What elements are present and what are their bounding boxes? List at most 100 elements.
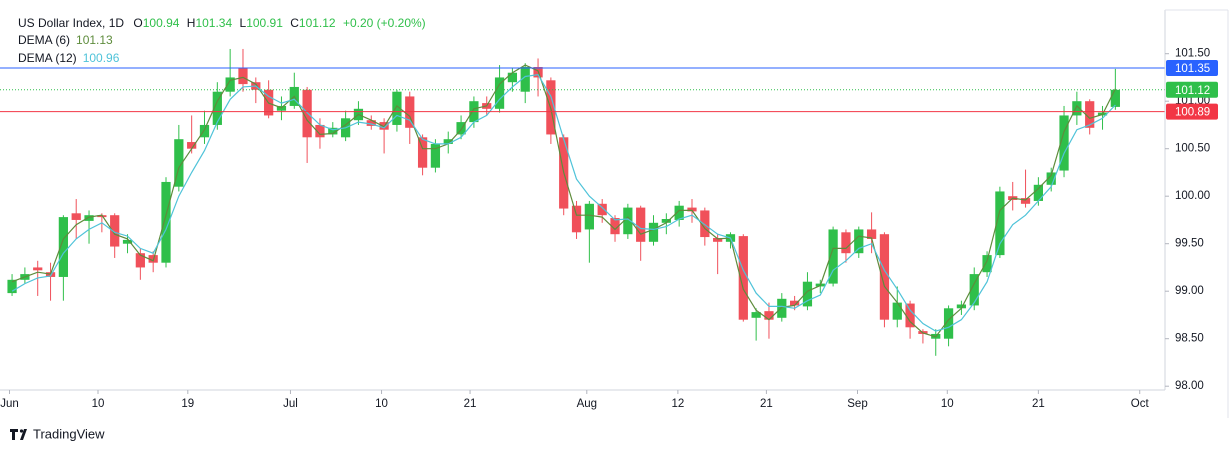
candle-body xyxy=(135,253,145,268)
candle-body xyxy=(623,207,633,235)
candle-body xyxy=(1059,115,1069,171)
candle-body xyxy=(571,205,582,233)
candle-body xyxy=(1033,184,1043,201)
candle-body xyxy=(636,207,646,242)
dema-line xyxy=(11,73,1116,332)
candle-body xyxy=(648,222,659,242)
candle-body xyxy=(520,67,530,92)
price-label-box xyxy=(1166,59,1218,76)
candle-body xyxy=(610,218,620,235)
candle-body xyxy=(315,124,325,138)
candle-body xyxy=(700,210,710,238)
candle-body xyxy=(584,203,594,230)
logo-dot xyxy=(19,429,24,433)
ohlc-key: H xyxy=(187,16,196,30)
price-label: 101.35 xyxy=(1175,63,1210,75)
candle-body xyxy=(174,139,184,187)
x-tick-label: Jul xyxy=(283,398,298,410)
candle-body xyxy=(507,72,518,83)
candle-body xyxy=(687,207,697,212)
candle-body xyxy=(1110,89,1120,107)
candle-body xyxy=(892,302,902,320)
candle-body xyxy=(161,181,171,263)
x-tick-label: 12 xyxy=(671,398,684,410)
candle-body xyxy=(661,219,671,223)
x-tick-label: 21 xyxy=(464,398,477,410)
candle-body xyxy=(866,229,877,239)
candle-body xyxy=(417,137,428,168)
legend-label: DEMA (12) xyxy=(18,51,77,65)
candle-body xyxy=(366,120,376,126)
candle-body xyxy=(33,267,43,271)
candle-body xyxy=(956,304,967,309)
candle-body xyxy=(110,215,120,247)
legend-value: 101.13 xyxy=(76,33,113,47)
candle-body xyxy=(494,77,505,109)
candle-body xyxy=(854,229,864,254)
candle-body xyxy=(879,234,890,320)
y-tick-label: 99.50 xyxy=(1175,238,1204,250)
brand: TradingView xyxy=(33,426,105,441)
candle-body xyxy=(995,191,1005,256)
x-tick-label: Aug xyxy=(577,398,597,410)
x-tick-label: 10 xyxy=(375,398,388,410)
logo-icon xyxy=(10,429,27,440)
candle-body xyxy=(969,274,979,306)
x-tick-label: 10 xyxy=(941,398,954,410)
candle-body xyxy=(1072,101,1082,116)
legend-label: DEMA (6) xyxy=(18,33,70,47)
ohlc-value: 100.94 xyxy=(143,16,180,30)
candle-body xyxy=(58,217,68,277)
ohlc-value: 101.34 xyxy=(195,16,232,30)
legend-item: DEMA (12) 100.96 xyxy=(18,51,120,65)
price-label: 100.89 xyxy=(1175,107,1210,119)
candle-body xyxy=(790,300,800,306)
candle-body xyxy=(841,232,851,254)
ohlc-value: 100.91 xyxy=(246,16,283,30)
candle-body xyxy=(777,298,787,318)
x-tick-label: 21 xyxy=(1032,398,1045,410)
candle-body xyxy=(674,205,684,220)
y-tick-label: 98.00 xyxy=(1175,380,1204,392)
candle-body xyxy=(212,91,222,125)
candle-body xyxy=(328,127,338,135)
candle-body xyxy=(199,124,210,138)
ohlc-key: O xyxy=(133,16,142,30)
candle-body xyxy=(225,77,235,92)
candle-body xyxy=(905,303,915,328)
axes: 98.0098.5099.0099.50100.00100.50101.0010… xyxy=(0,48,1218,410)
y-tick-label: 100.50 xyxy=(1175,143,1210,155)
candle-body xyxy=(828,229,838,284)
y-tick-label: 98.50 xyxy=(1175,333,1204,345)
price-label: 101.12 xyxy=(1175,85,1210,97)
candle-body xyxy=(764,311,774,320)
x-tick-label: Sep xyxy=(847,398,867,410)
candle-body xyxy=(751,312,761,318)
x-tick-label: Oct xyxy=(1131,398,1150,410)
y-tick-label: 100.00 xyxy=(1175,190,1210,202)
x-tick-label: 19 xyxy=(181,398,194,410)
price-label-box xyxy=(1166,103,1218,120)
ohlc-key: C xyxy=(290,16,299,30)
candle-body xyxy=(238,67,248,85)
y-tick-label: 101.50 xyxy=(1175,48,1210,60)
x-tick-label: 10 xyxy=(92,398,105,410)
x-tick-label: Jun xyxy=(0,398,19,410)
header: US Dollar Index, 1D O100.94 H101.34 L100… xyxy=(18,16,426,30)
dema-line xyxy=(11,64,1116,338)
candle-body xyxy=(392,91,402,125)
ohlc-value: 101.12 xyxy=(299,16,336,30)
candle-body xyxy=(1085,101,1095,128)
candle-body xyxy=(430,143,441,168)
candle-body xyxy=(71,213,81,220)
candle-body xyxy=(122,239,133,244)
price-label-box xyxy=(1166,81,1218,98)
candle-body xyxy=(1046,172,1056,185)
plot-area xyxy=(0,48,1165,356)
candle-body xyxy=(802,281,813,307)
candle-body xyxy=(982,255,992,273)
y-tick-label: 99.00 xyxy=(1175,285,1204,297)
ohlc-key: L xyxy=(240,16,247,30)
